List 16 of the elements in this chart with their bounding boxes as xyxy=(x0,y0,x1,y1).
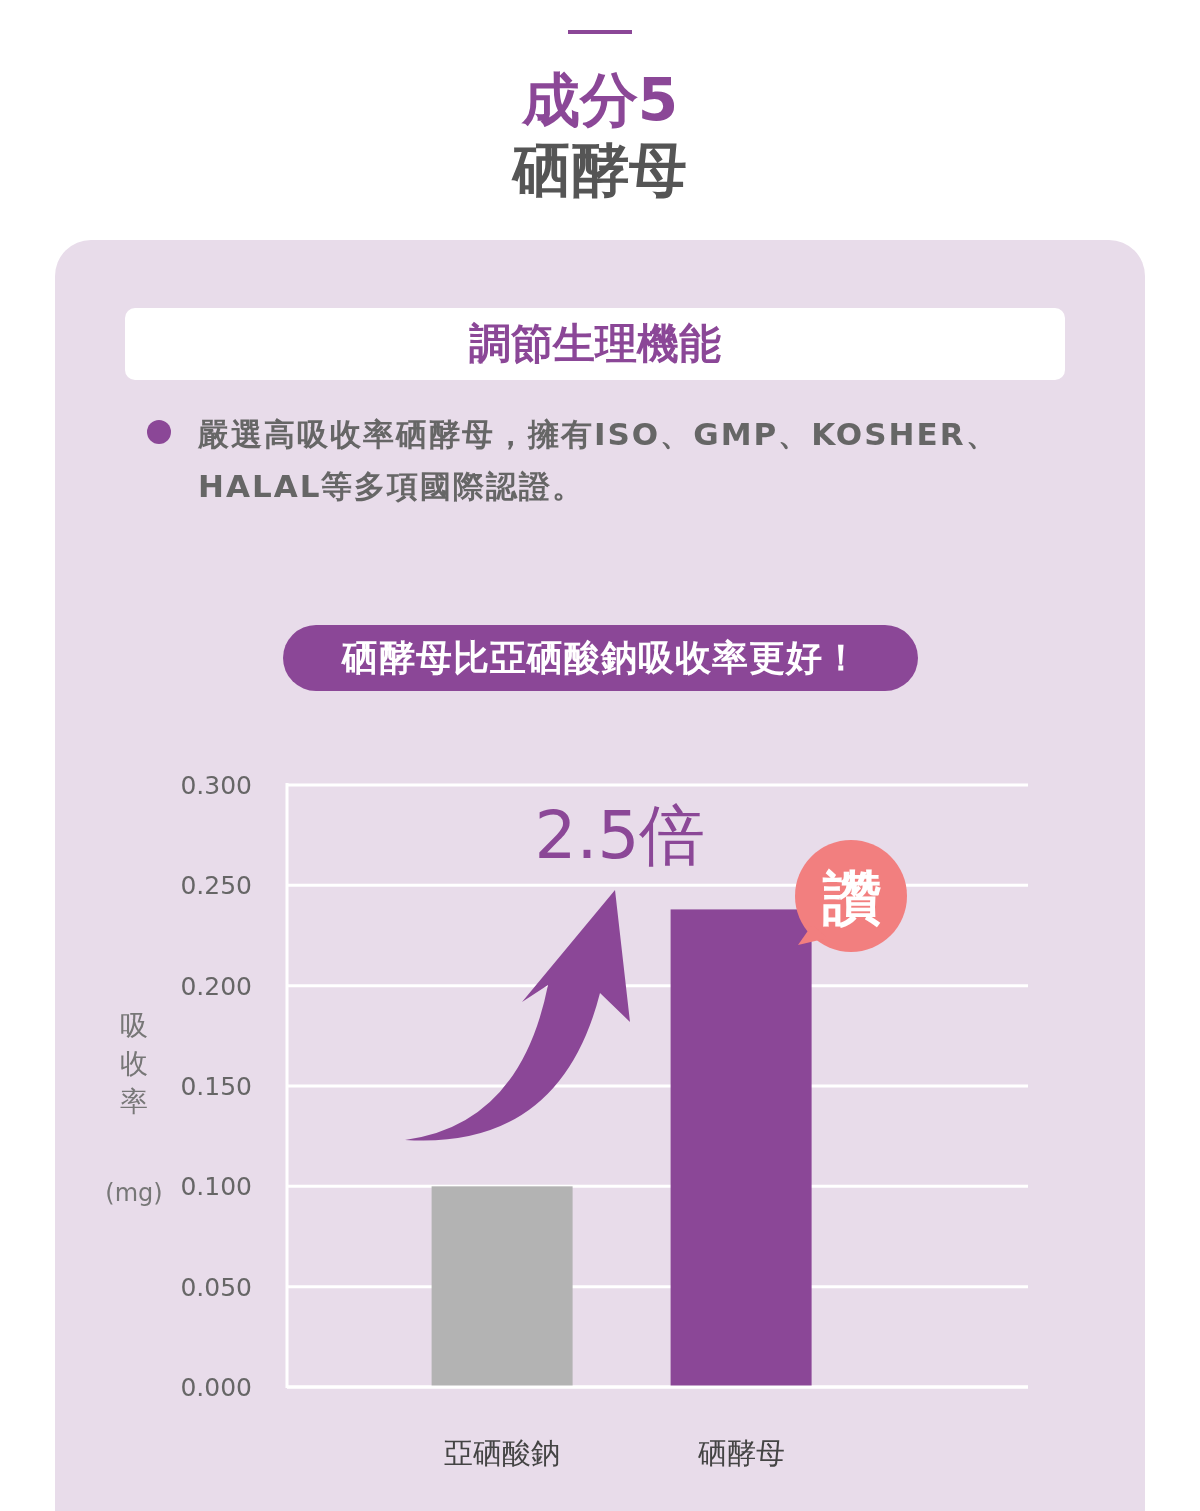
y-tick-label: 0.050 xyxy=(180,1272,252,1302)
text: 硒酵母比亞硒酸鈉吸收率更好！ xyxy=(283,625,918,691)
y-tick-label: 0.000 xyxy=(180,1373,252,1402)
y-tick-label: 0.250 xyxy=(180,871,252,901)
y-tick-label: 0.100 xyxy=(180,1172,252,1202)
y-tick-label: 0.200 xyxy=(180,971,252,1001)
annotation: 2.5倍 xyxy=(534,797,706,874)
text: 嚴選高吸收率硒酵母，擁有ISO、GMP、KOSHER、HALAL等多項國際認證。 xyxy=(198,415,1000,506)
chart-subtitle: 硒酵母 xyxy=(513,136,687,204)
y-tick-label: 0.300 xyxy=(180,771,252,800)
annotation: 讚 xyxy=(822,864,881,932)
y-tick-label: 0.150 xyxy=(180,1072,252,1101)
x-tick-label: 亞硒酸鈉 xyxy=(444,1436,561,1470)
text: 調節生理機能 xyxy=(125,308,1065,380)
text: 吸收率(mg) xyxy=(105,1009,163,1207)
chart-title: 成分5 xyxy=(521,66,679,134)
